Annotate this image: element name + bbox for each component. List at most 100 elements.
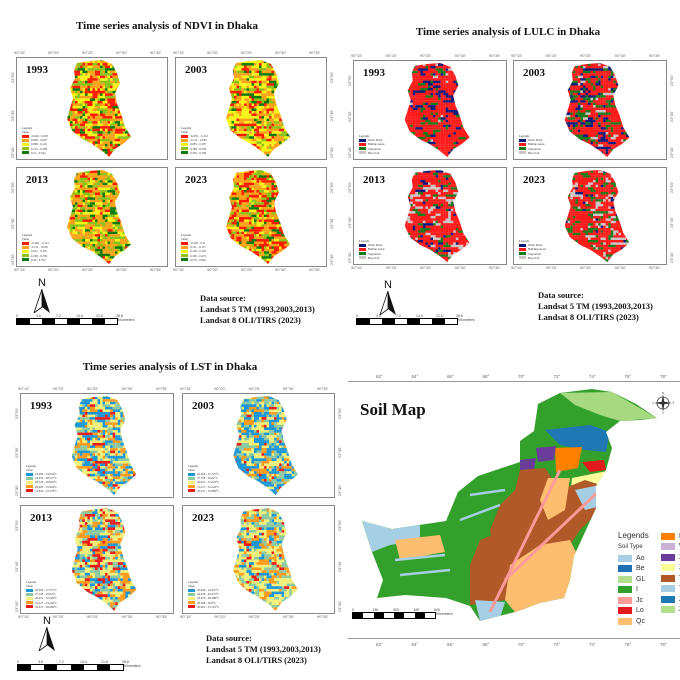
legend-swatch xyxy=(26,489,33,493)
latitude-tick: 23°50' xyxy=(329,71,335,84)
map-legend: Legends Value -0.256 - -0.112 -0.111 - 0.08… xyxy=(181,126,208,155)
legend-swatch xyxy=(181,151,188,155)
map-year-label: 2003 xyxy=(523,67,545,79)
legend-item: 0.006 - 0.067 xyxy=(22,138,48,142)
longitude-tick: 90°30' xyxy=(614,53,626,58)
raster-cells xyxy=(71,508,137,611)
legend-label: 0.085 - 0.187 xyxy=(190,142,206,147)
legend-swatch xyxy=(519,138,526,142)
legend-swatch xyxy=(519,252,526,256)
soil-longitude-tick: 66° xyxy=(447,374,454,379)
longitude-tick: 90°30' xyxy=(282,614,295,619)
legend-label: 0.123 - 0.209 xyxy=(31,146,47,151)
soil-legend-item-yh: Yh xyxy=(661,573,680,583)
legend-label: -0.256 - -0.112 xyxy=(190,133,208,138)
map-legend: Legends Value -0.246 - 0.005 0.006 - 0.067 0… xyxy=(22,126,48,155)
legend-item: 0.158 - 0.165 xyxy=(181,249,206,253)
soil-map-title: Soil Map xyxy=(360,400,426,419)
legend-swatch xyxy=(188,588,195,592)
legend-swatch xyxy=(188,605,195,609)
map-year-label: 2023 xyxy=(185,174,207,186)
legend-label: Builtup Areas xyxy=(528,142,545,147)
legend-label: 0.057 - 0.197 xyxy=(31,249,47,254)
longitude-tick: 90°20' xyxy=(52,614,64,619)
soil-legend-swatch xyxy=(618,565,632,572)
data-source-label: Data source: xyxy=(200,293,246,303)
legend-swatch xyxy=(359,247,366,251)
longitude-tick: 90°20' xyxy=(214,614,226,619)
map-legend: Legends Value 24.496 - 27.727°C 27.728 - 29… xyxy=(188,464,219,493)
longitude-tick: 90°20' xyxy=(214,386,226,391)
legend-swatch xyxy=(26,592,33,596)
latitude-tick: 23°45' xyxy=(347,110,353,123)
legend-item: 0.259 - 0.708 xyxy=(181,151,208,155)
legend-label: 0.198 - 0.339 xyxy=(31,253,47,258)
legend-label: Builtup Areas xyxy=(368,247,385,252)
legend-label: 31.017 - 32.226°C xyxy=(197,484,220,489)
legend-item: -0.111 - 0.056 xyxy=(22,245,49,249)
scale-label: 0 xyxy=(352,608,354,612)
raster-cells xyxy=(233,508,298,611)
longitude-tick: 90°20' xyxy=(385,53,397,58)
soil-legend-label: Lo xyxy=(636,607,644,614)
legend-swatch xyxy=(188,472,195,476)
legend-swatch xyxy=(519,243,526,247)
map-legend: Legends Value -0.429 - -0.112 -0.111 - 0.05… xyxy=(22,233,49,262)
soil-legend-label: Ao xyxy=(636,554,645,562)
legend-item: 0.273 - 0.665 xyxy=(181,258,206,262)
map-legend: Legends Water Body Builtup Areas Vegetation… xyxy=(359,134,385,155)
legend-label: 0.158 - 0.165 xyxy=(190,249,206,254)
longitude-tick: 90°20' xyxy=(545,53,557,58)
soil-longitude-tick: 70° xyxy=(518,374,525,379)
legend-label: Vegetation xyxy=(528,146,541,151)
scale-label: 14.4 xyxy=(80,660,87,664)
legend-swatch xyxy=(22,134,29,138)
longitude-tick: 90°20' xyxy=(48,50,60,55)
latitude-tick: 23°50' xyxy=(329,181,335,194)
map-legend: Legends Value 26.393 - 27.727°C 27.728 - 29… xyxy=(26,580,57,609)
legend-label: 26.476 - 28.288°C xyxy=(197,596,220,601)
soil-legend-swatch xyxy=(618,575,632,583)
latitude-tick: 23°45' xyxy=(669,110,675,123)
map-year-label: 2023 xyxy=(192,512,214,524)
longitude-tick: 90°20' xyxy=(52,386,64,391)
legend-swatch xyxy=(359,151,366,155)
legend-item: -0.256 - -0.112 xyxy=(181,134,208,138)
data-source-line: Landsat 8 OLI/TIRS (2023) xyxy=(206,655,307,665)
soil-legend-subtitle: Soil Type xyxy=(618,544,643,550)
legend-label: Bare Soil xyxy=(528,150,540,155)
legend-item: 27.728 - 29.02°C xyxy=(188,476,219,480)
latitude-tick: 23°40' xyxy=(14,484,20,497)
legend-title: Legends xyxy=(359,133,370,138)
scale-label: 3.6 xyxy=(376,314,381,318)
latitude-tick: 23°40' xyxy=(669,251,675,264)
scale-label: 28.8 xyxy=(456,314,463,318)
compass-e: E xyxy=(673,401,674,405)
soil-legend-item-rc: Rc xyxy=(661,531,680,541)
longitude-tick: 90°20' xyxy=(385,265,397,270)
longitude-tick: 90°35' xyxy=(156,614,168,619)
map-year-label: 2003 xyxy=(192,400,214,412)
legend-item: 29.993 - 31.844°C xyxy=(26,485,57,489)
scale-segments xyxy=(356,318,458,325)
legend-item: Vegetation xyxy=(359,252,385,256)
dhaka-raster-map xyxy=(564,62,630,158)
dhaka-raster-map xyxy=(226,60,290,157)
dhaka-raster-map xyxy=(233,508,298,611)
longitude-tick: 90°30' xyxy=(116,267,128,272)
latitude-tick: 23°40' xyxy=(329,146,335,159)
soil-legend-item-i: I xyxy=(618,585,638,595)
legend-label: 28.528 - 29.992°C xyxy=(35,480,58,485)
soil-longitude-tick: 78° xyxy=(660,374,667,379)
soil-legend-label: Jc xyxy=(636,596,643,604)
dhaka-raster-map xyxy=(67,60,131,157)
soil-longitude-tick: 76° xyxy=(624,642,632,647)
soil-longitude-tick: 76° xyxy=(624,374,632,379)
legend-swatch xyxy=(26,605,33,609)
north-label: N xyxy=(384,279,392,291)
longitude-tick: 90°15' xyxy=(173,267,185,272)
legend-label: Bare Soil xyxy=(368,150,380,155)
legend-swatch xyxy=(22,254,29,258)
map-year-label: 1993 xyxy=(30,400,52,412)
longitude-tick: 90°20' xyxy=(207,267,219,272)
